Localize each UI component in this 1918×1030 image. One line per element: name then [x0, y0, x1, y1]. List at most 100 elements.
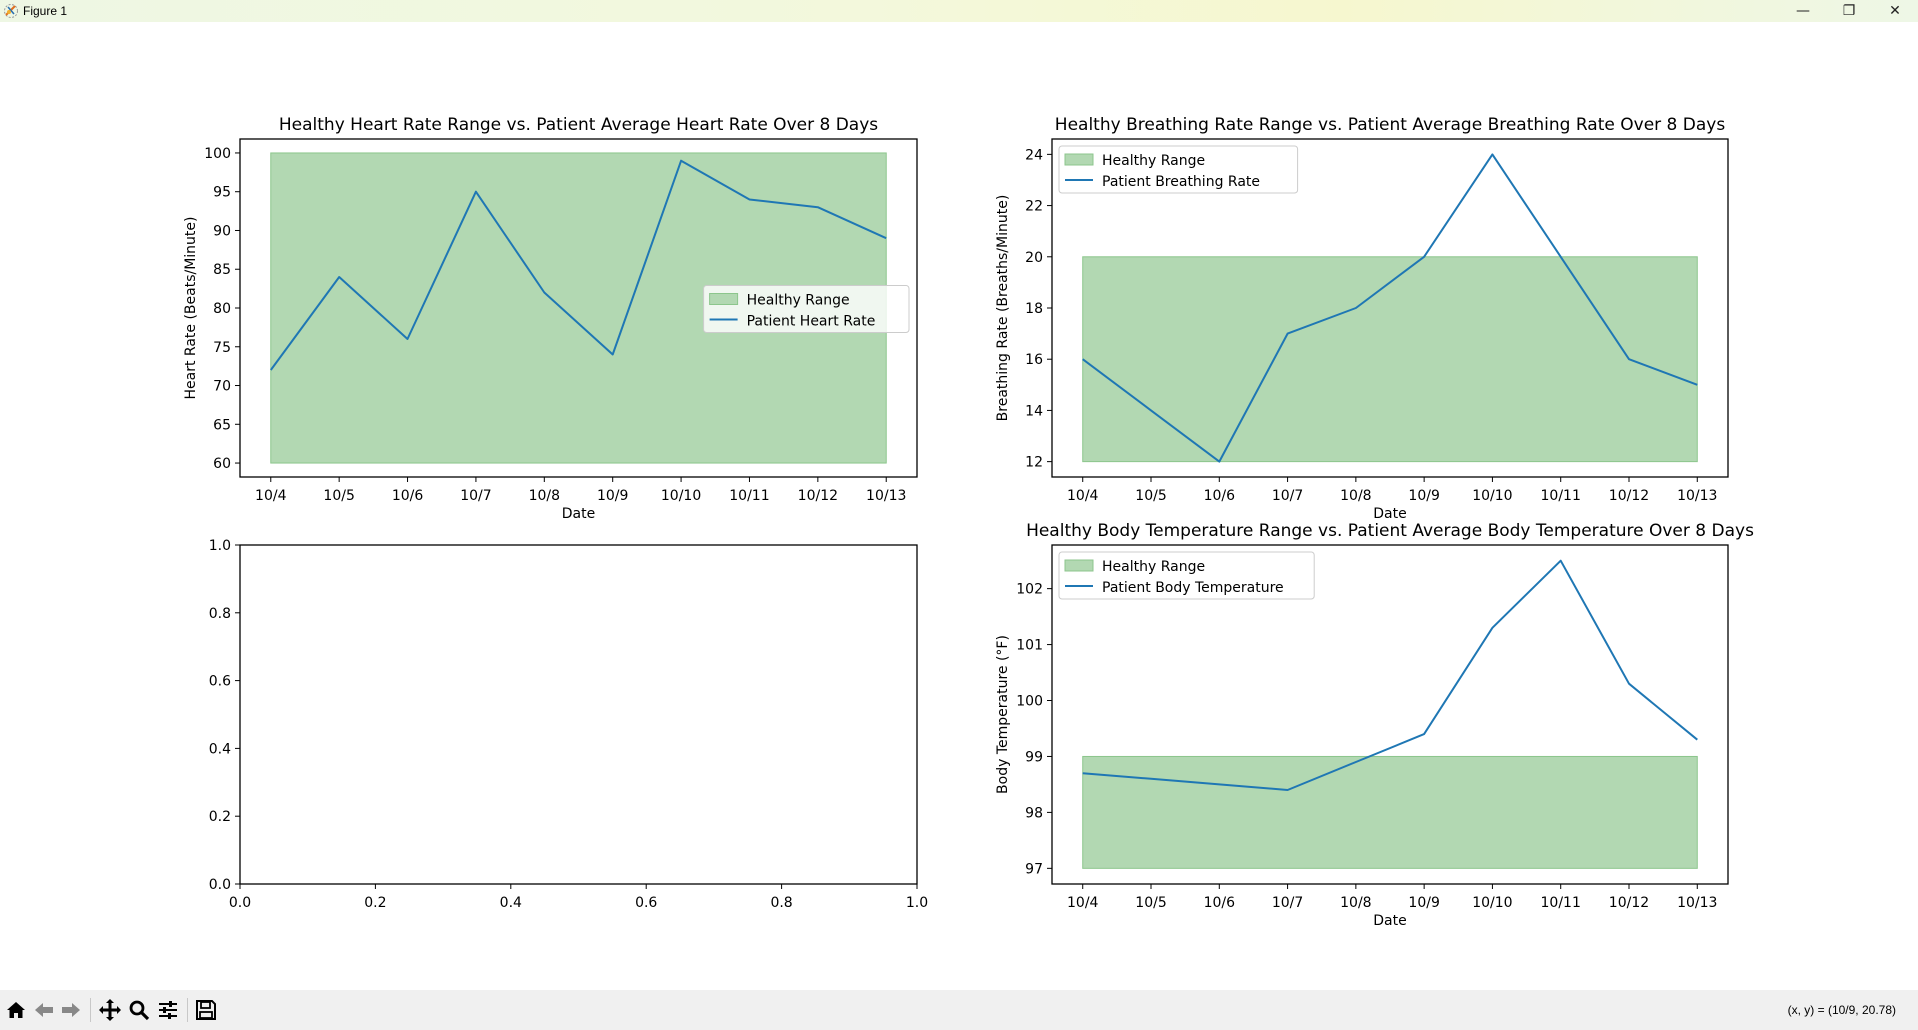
- x-tick-label: 0.6: [635, 895, 657, 911]
- pan-button[interactable]: [97, 998, 123, 1022]
- x-tick-label: 10/10: [661, 488, 701, 504]
- y-tick-label: 100: [204, 146, 231, 162]
- x-tick-label: 1.0: [906, 895, 928, 911]
- x-tick-label: 10/4: [1067, 895, 1099, 911]
- y-tick-label: 90: [213, 223, 231, 239]
- chart-heart: 60 65 70 75 80 85 90 95 100 10/4 10/5 10/6 10/7 10/8 1…: [183, 115, 918, 522]
- x-tick-label: 10/12: [1609, 488, 1649, 504]
- x-tick-label: 10/13: [866, 488, 906, 504]
- x-tick-label: 10/13: [1677, 488, 1717, 504]
- y-tick-label: 95: [213, 185, 231, 201]
- y-axis-label: Breathing Rate (Breaths/Minute): [995, 195, 1011, 422]
- x-tick-label: 10/8: [1340, 488, 1371, 504]
- y-tick-label: 85: [213, 262, 231, 278]
- y-tick-label: 0.6: [209, 674, 231, 690]
- zoom-icon: [129, 1000, 150, 1021]
- forward-button[interactable]: [58, 998, 84, 1022]
- chart-title: Healthy Breathing Rate Range vs. Patient…: [1055, 115, 1726, 135]
- chart-title: Healthy Heart Rate Range vs. Patient Ave…: [279, 115, 878, 135]
- y-tick-label: 99: [1025, 749, 1043, 765]
- legend-label: Patient Breathing Rate: [1102, 174, 1260, 190]
- back-button[interactable]: [31, 998, 57, 1022]
- x-tick-label: 10/13: [1677, 895, 1717, 911]
- y-tick-label: 14: [1025, 403, 1043, 419]
- y-tick-label: 100: [1016, 694, 1043, 710]
- toolbar-separator: [187, 998, 188, 1022]
- chart-title: Healthy Body Temperature Range vs. Patie…: [1026, 521, 1754, 541]
- save-button[interactable]: [193, 998, 219, 1022]
- y-tick-label: 60: [213, 456, 231, 472]
- x-tick-label: 0.8: [770, 895, 792, 911]
- y-tick-label: 75: [213, 340, 231, 356]
- y-tick-label: 70: [213, 379, 231, 395]
- forward-arrow-icon: [62, 1003, 80, 1017]
- y-tick-label: 22: [1025, 199, 1043, 215]
- back-arrow-icon: [35, 1003, 53, 1017]
- legend-label: Healthy Range: [747, 293, 850, 309]
- legend: Healthy Range Patient Body Temperature: [1058, 551, 1315, 600]
- home-button[interactable]: [3, 998, 29, 1022]
- y-tick-label: 18: [1025, 301, 1043, 317]
- home-icon: [7, 1002, 25, 1018]
- x-tick-label: 10/11: [1541, 488, 1581, 504]
- x-tick-label: 0.2: [364, 895, 386, 911]
- x-tick-label: 10/11: [729, 488, 769, 504]
- chart-empty: 0.0 0.2 0.4 0.6 0.8 1.0 0.0 0.2 0.4 0.6 0.8 1.0: [209, 538, 928, 911]
- x-tick-label: 10/9: [597, 488, 628, 504]
- chart-breath: 12 14 16 18 20 22 24 10/4 10/5 10/6 10/7 10/8 10/9 10…: [995, 115, 1729, 522]
- pan-icon: [99, 999, 121, 1021]
- minimize-button[interactable]: —: [1780, 0, 1826, 22]
- configure-subplots-button[interactable]: [155, 998, 181, 1022]
- legend-swatch-band: [709, 293, 739, 305]
- y-tick-label: 101: [1016, 638, 1043, 654]
- x-tick-label: 10/5: [1135, 895, 1166, 911]
- y-axis-label: Heart Rate (Beats/Minute): [183, 216, 199, 399]
- x-axis-label: Date: [1373, 913, 1406, 929]
- legend-label: Patient Heart Rate: [747, 314, 876, 330]
- cursor-coordinates-readout: (x, y) = (10/9, 20.78): [1787, 1003, 1896, 1017]
- navigation-toolbar: (x, y) = (10/9, 20.78): [0, 990, 1918, 1030]
- series-line-patient-breathing-rate: [1082, 153, 1698, 463]
- y-tick-label: 97: [1025, 861, 1043, 877]
- axes-frame: [1051, 544, 1729, 885]
- x-tick-label: 10/4: [1067, 488, 1099, 504]
- x-tick-label: 10/6: [1204, 488, 1236, 504]
- y-tick-label: 12: [1025, 455, 1043, 471]
- y-tick-label: 0.2: [209, 809, 231, 825]
- x-tick-label: 10/5: [323, 488, 354, 504]
- legend: Healthy Range Patient Heart Rate: [703, 285, 910, 333]
- x-tick-label: 10/10: [1472, 895, 1512, 911]
- legend: Healthy Range Patient Breathing Rate: [1058, 145, 1299, 194]
- x-tick-label: 10/9: [1408, 895, 1439, 911]
- axes-frame: [239, 544, 918, 885]
- minimize-icon: —: [1796, 3, 1810, 19]
- y-tick-label: 24: [1025, 147, 1043, 163]
- y-tick-label: 20: [1025, 250, 1043, 266]
- maximize-icon: ❐: [1842, 3, 1856, 19]
- x-tick-label: 0.4: [500, 895, 522, 911]
- y-tick-label: 0.8: [209, 606, 231, 622]
- legend-swatch-band: [1064, 559, 1094, 572]
- legend-swatch-band: [1064, 153, 1094, 166]
- y-tick-label: 80: [213, 301, 231, 317]
- x-axis-label: Date: [562, 506, 595, 522]
- x-tick-label: 0.0: [229, 895, 251, 911]
- close-button[interactable]: ✕: [1872, 0, 1918, 22]
- maximize-button[interactable]: ❐: [1826, 0, 1872, 22]
- x-tick-label: 10/6: [392, 488, 424, 504]
- legend-label: Patient Body Temperature: [1102, 580, 1284, 596]
- y-tick-label: 1.0: [209, 538, 231, 554]
- y-tick-label: 0.0: [209, 877, 231, 893]
- legend-box: [1058, 551, 1315, 600]
- x-tick-label: 10/8: [529, 488, 560, 504]
- zoom-button[interactable]: [126, 998, 152, 1022]
- window-title: Figure 1: [23, 4, 68, 18]
- y-tick-label: 16: [1025, 352, 1043, 368]
- x-tick-label: 10/5: [1135, 488, 1166, 504]
- healthy-range-band: [1082, 755, 1698, 869]
- chart-temp: 97 98 99 100 101 102 10/4 10/5 10/6 10/7 10/8 10/9 1…: [995, 521, 1754, 929]
- series-line-patient-heart-rate: [269, 159, 887, 371]
- x-tick-label: 10/9: [1408, 488, 1439, 504]
- y-tick-label: 65: [213, 417, 231, 433]
